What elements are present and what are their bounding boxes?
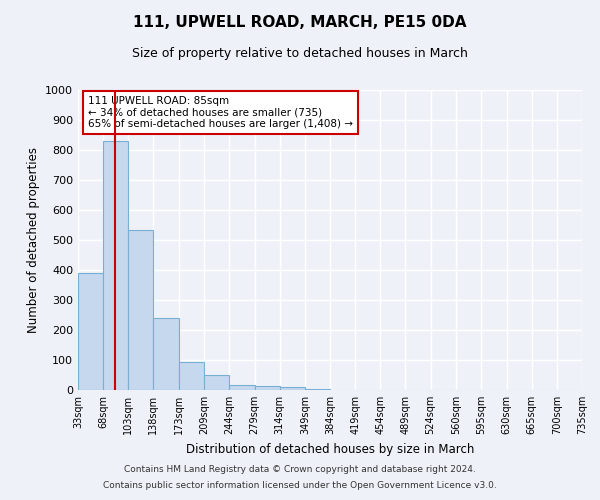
Bar xyxy=(78,273,103,390)
Bar xyxy=(205,375,229,390)
Text: Contains HM Land Registry data © Crown copyright and database right 2024.: Contains HM Land Registry data © Crown c… xyxy=(124,466,476,474)
Bar xyxy=(128,230,154,390)
Text: Size of property relative to detached houses in March: Size of property relative to detached ho… xyxy=(132,48,468,60)
Text: Contains public sector information licensed under the Open Government Licence v3: Contains public sector information licen… xyxy=(103,480,497,490)
Y-axis label: Number of detached properties: Number of detached properties xyxy=(26,147,40,333)
Bar xyxy=(280,387,305,390)
Bar xyxy=(154,318,179,390)
Bar xyxy=(229,384,254,390)
Text: 111 UPWELL ROAD: 85sqm
← 34% of detached houses are smaller (735)
65% of semi-de: 111 UPWELL ROAD: 85sqm ← 34% of detached… xyxy=(88,96,353,129)
Bar xyxy=(254,386,280,390)
Text: 111, UPWELL ROAD, MARCH, PE15 0DA: 111, UPWELL ROAD, MARCH, PE15 0DA xyxy=(133,15,467,30)
Bar xyxy=(305,388,330,390)
X-axis label: Distribution of detached houses by size in March: Distribution of detached houses by size … xyxy=(186,442,474,456)
Bar xyxy=(103,141,128,390)
Bar xyxy=(179,362,203,390)
